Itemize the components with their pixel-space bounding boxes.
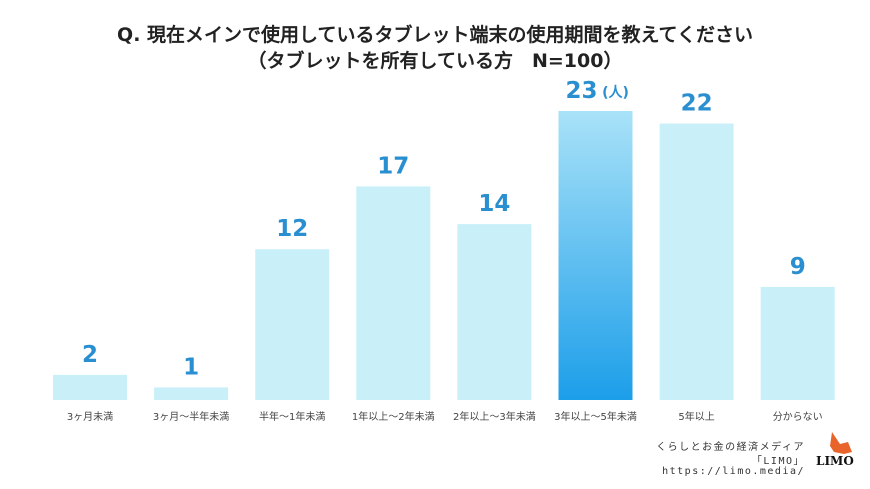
data-label: 23 <box>565 78 597 104</box>
bar <box>558 111 633 400</box>
x-tick-label: 3年以上～5年未満 <box>554 410 637 423</box>
bar <box>760 286 835 400</box>
x-tick-label: 5年以上 <box>678 410 714 423</box>
bar <box>255 249 330 400</box>
credit-url[interactable]: https://limo.media/ <box>662 466 805 477</box>
data-label: 12 <box>276 216 308 242</box>
credit-brand: 「LIMO」 <box>751 456 805 467</box>
data-label: 17 <box>377 153 409 179</box>
x-tick-label: 半年～1年未満 <box>259 410 325 423</box>
credit-tagline: くらしとお金の経済メディア <box>656 442 805 453</box>
data-label: 1 <box>183 354 199 380</box>
x-tick-label: 2年以上～3年未満 <box>453 410 536 423</box>
unit-label: (人) <box>602 84 629 101</box>
data-label: 2 <box>82 342 98 368</box>
chart-subtitle: （タブレットを所有している方 N=100） <box>247 50 623 72</box>
limo-dog-logo-icon <box>830 432 852 454</box>
bar <box>457 224 532 400</box>
data-label: 14 <box>478 191 510 217</box>
bar <box>659 123 734 400</box>
x-tick-label: 3ヶ月未満 <box>67 411 113 423</box>
limo-logo: LIMO <box>816 454 854 468</box>
bar <box>356 186 431 400</box>
x-tick-label: 3ヶ月～半年未満 <box>153 410 229 423</box>
bar <box>154 387 229 400</box>
data-label: 22 <box>681 91 713 117</box>
x-tick-label: 1年以上～2年未満 <box>352 410 435 423</box>
data-label: 9 <box>790 254 806 280</box>
chart-title: Q. 現在メインで使用しているタブレット端末の使用期間を教えてください <box>117 24 753 46</box>
bar <box>53 374 127 400</box>
x-tick-label: 分からない <box>773 411 823 423</box>
